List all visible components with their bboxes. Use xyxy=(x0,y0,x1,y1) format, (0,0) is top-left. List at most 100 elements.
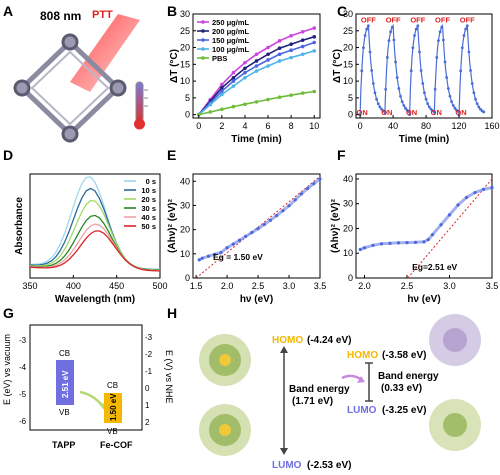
b-series-0-point-2 xyxy=(220,82,224,87)
homo-1-value: (-4.24 eV) xyxy=(307,335,351,346)
c-cycle-point-4 xyxy=(362,46,365,50)
b-series-2-point-4 xyxy=(243,70,247,75)
c-cycle-point-146 xyxy=(475,102,479,106)
f-data-point-4 xyxy=(388,241,392,245)
chart-e-tauc-plot: Eg = 1.50 eV 1.5 2.0 2.5 3.0 3.5 0 10 20 30 40 hν (… xyxy=(167,173,326,305)
b-series-2-point-5 xyxy=(254,64,259,68)
d-legend-label-0: 0 s xyxy=(146,177,156,186)
e-y-axis-label: (Ahν)² (eV)² xyxy=(167,198,178,253)
f-data-point-11 xyxy=(439,223,443,227)
c-cycle-point-154 xyxy=(482,110,486,114)
f-data-point-1 xyxy=(362,246,367,250)
b-y-tick-label-5: 25 xyxy=(180,26,190,36)
c-cycle-point-132 xyxy=(464,27,468,31)
ptt-label: PTT xyxy=(92,9,113,21)
b-y-tick-label-6: 30 xyxy=(180,9,190,19)
c-cycle-point-60 xyxy=(407,110,411,113)
f-y-tick-label-3: 30 xyxy=(343,199,353,209)
e-x-tick-label-3: 3.0 xyxy=(283,281,296,291)
f-data-point-9 xyxy=(426,238,430,242)
d-legend-label-3: 30 s xyxy=(141,204,156,213)
d-legend-label-1: 10 s xyxy=(141,186,156,195)
b-series-0-point-4 xyxy=(243,60,247,65)
tapp-cb-label: CB xyxy=(59,349,70,358)
g-right-tick-4: 0 xyxy=(145,384,150,393)
lumo-1-label: LUMO xyxy=(272,460,302,471)
panel-letter-d: D xyxy=(3,147,13,163)
b-series-1-point-5 xyxy=(254,59,259,63)
band-1-label: Band energy xyxy=(289,384,350,395)
c-cycle-point-6 xyxy=(363,34,367,37)
c-x-tick-label-2: 80 xyxy=(421,121,431,131)
b-legend-marker-4 xyxy=(201,56,205,60)
b-legend-label-0: 250 μg/mL xyxy=(212,18,250,27)
g-right-axis-label: E (V) vs NHE xyxy=(164,350,174,404)
tapp-band-box xyxy=(56,360,74,405)
b-series-3-point-10 xyxy=(312,49,317,53)
c-cycle-point-98 xyxy=(437,39,440,43)
c-off-label-2: OFF xyxy=(410,16,425,25)
e-data-point-9 xyxy=(250,230,254,235)
e-data-point-1 xyxy=(200,256,204,260)
c-cycle-point-14 xyxy=(370,69,374,72)
c-cycle-point-124 xyxy=(457,113,461,117)
c-cycle-point-32 xyxy=(384,87,388,91)
c-cycle-point-40 xyxy=(390,25,394,29)
f-data-point-13 xyxy=(456,203,460,207)
b-series-0-point-9 xyxy=(300,29,305,34)
b-plot-frame xyxy=(192,13,321,119)
g-right-tick-1: -3 xyxy=(145,333,153,342)
chart-f-tauc-plot: Eg=2.51 eV 2.0 2.5 3.0 3.5 0 10 20 30 40 hν (eV) (A… xyxy=(330,173,499,305)
e-data-point-8 xyxy=(244,234,248,238)
panel-letter-g: G xyxy=(3,305,14,321)
b-series-1-point-4 xyxy=(243,66,247,71)
f-data-point-16 xyxy=(481,187,486,191)
c-cycle-point-106 xyxy=(443,60,447,64)
b-series-0-point-5 xyxy=(254,52,259,57)
c-y-tick-label-4: 20 xyxy=(343,43,353,53)
b-y-axis-label: ΔT (°C) xyxy=(169,49,180,83)
e-x-axis-label: hν (eV) xyxy=(240,294,273,305)
transition-arrow xyxy=(341,374,363,382)
b-y-tick-label-1: 5 xyxy=(185,93,190,103)
b-series-0-point-8 xyxy=(289,34,293,38)
b-x-tick-label-2: 4 xyxy=(242,121,247,131)
b-series-0-point-10 xyxy=(312,26,317,30)
f-x-tick-label-3: 3.5 xyxy=(486,281,499,291)
c-cycle-point-128 xyxy=(460,46,464,50)
b-series-0-point-7 xyxy=(277,39,282,43)
e-data-point-18 xyxy=(306,186,310,191)
c-cycle-point-134 xyxy=(465,24,469,28)
b-series-0-point-3 xyxy=(231,70,236,75)
b-series-1-point-8 xyxy=(289,42,293,46)
g-left-tick-3: -5 xyxy=(19,390,27,399)
f-x-tick-label-0: 2.0 xyxy=(358,281,371,291)
b-series-4-point-10 xyxy=(312,89,317,94)
b-series-4-point-8 xyxy=(289,93,293,97)
b-series-1-point-2 xyxy=(220,86,224,90)
b-series-2-point-7 xyxy=(277,52,282,57)
b-x-tick-label-5: 10 xyxy=(309,121,319,131)
b-y-tick-label-2: 10 xyxy=(180,76,190,86)
c-cycle-point-84 xyxy=(426,102,430,106)
c-x-tick-label-3: 120 xyxy=(452,121,467,131)
b-legend-label-3: 100 μg/mL xyxy=(212,45,250,54)
e-data-point-0 xyxy=(197,258,201,262)
b-series-1-point-7 xyxy=(277,46,282,51)
f-data-point-5 xyxy=(396,241,401,245)
g-right-tick-5: 1 xyxy=(145,401,150,410)
g-category-tapp: TAPP xyxy=(52,440,75,450)
e-y-tick-label-0: 0 xyxy=(185,273,190,283)
f-data-point-6 xyxy=(405,240,409,245)
c-x-axis-label: Time (min) xyxy=(399,134,449,145)
e-plot-frame xyxy=(192,173,321,279)
e-x-tick-label-1: 2.0 xyxy=(221,281,234,291)
b-legend-label-2: 150 μg/mL xyxy=(212,36,250,45)
d-legend-label-2: 20 s xyxy=(141,195,156,204)
g-left-tick-1: -3 xyxy=(19,336,27,345)
c-cycle-point-62 xyxy=(408,113,411,117)
c-cycle-point-102 xyxy=(440,25,444,29)
b-series-4-point-6 xyxy=(266,97,270,102)
c-cycle-point-104 xyxy=(441,38,445,42)
e-data-point-2 xyxy=(206,254,211,258)
